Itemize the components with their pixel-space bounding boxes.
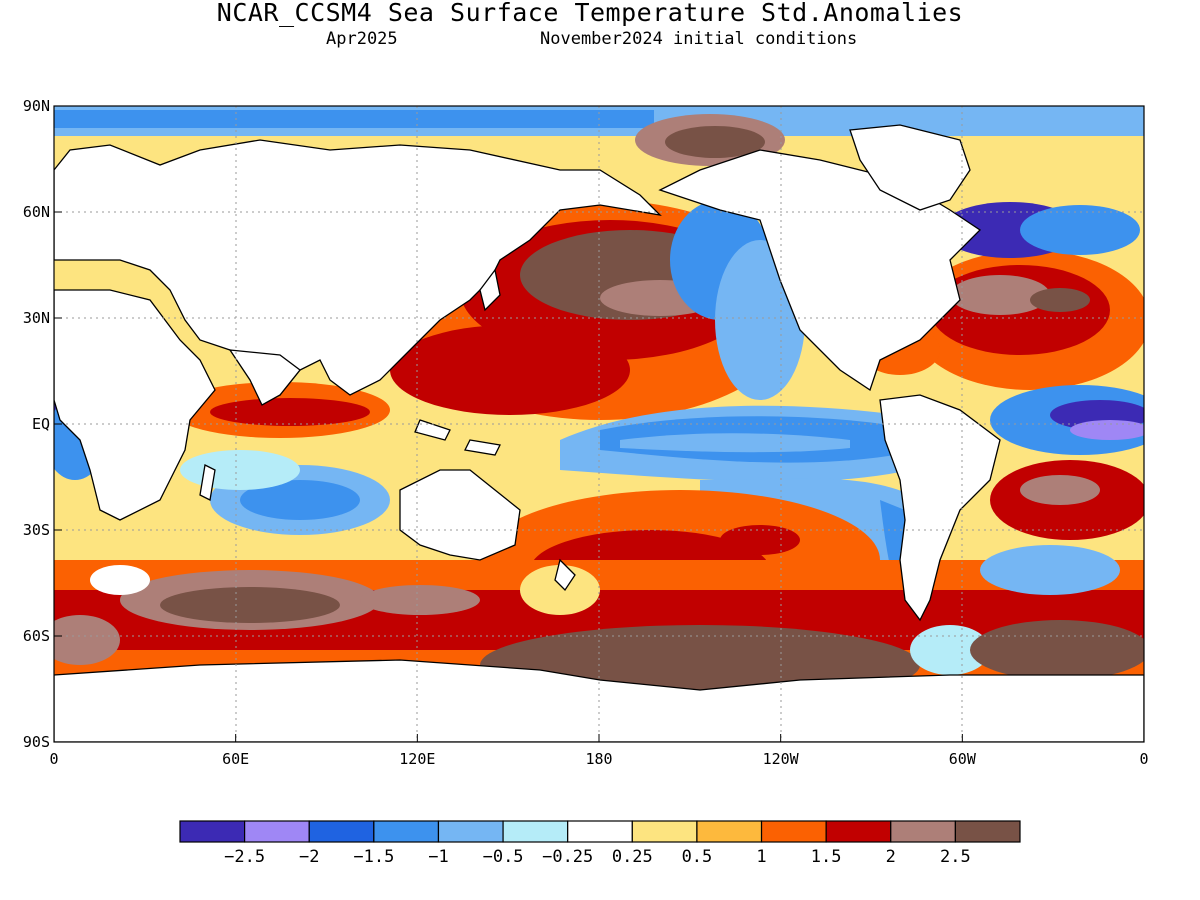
colorbar-label: −2.5 (224, 847, 265, 867)
north-atlantic-warm (860, 202, 1144, 390)
colorbar-label: 1 (756, 847, 766, 867)
colorbar-swatch (308, 820, 375, 843)
colorbar-label: 2.5 (940, 847, 971, 867)
colorbar-label: 2 (886, 847, 896, 867)
lat-tick-label: 60S (23, 627, 50, 645)
lon-tick-label: 60W (949, 750, 977, 768)
lon-tick-label: 60E (222, 750, 249, 768)
lat-tick-label: 90N (23, 97, 50, 115)
latitude-axis: 90N 60N 30N EQ 30S 60S 90S (23, 97, 62, 751)
lon-tick-label: 120E (399, 750, 435, 768)
longitude-axis: 0 60E 120E 180 120W 60W 0 (49, 734, 1149, 768)
colorbar-swatch (567, 820, 633, 843)
colorbar-swatch (825, 820, 892, 843)
colorbar-label: −1 (428, 847, 448, 867)
lat-tick-label: 30N (23, 309, 50, 327)
colorbar-swatch (631, 820, 698, 843)
lon-tick-label: 0 (1139, 750, 1148, 768)
colorbar-swatch (890, 820, 956, 843)
lat-tick-label: EQ (32, 415, 50, 433)
colorbar-label: −2 (299, 847, 319, 867)
valid-month-label: Apr2025 (326, 29, 398, 49)
colorbar-swatch (244, 820, 310, 843)
colorbar-label: −1.5 (353, 847, 394, 867)
colorbar-swatch (502, 820, 569, 843)
colorbar-swatch (437, 820, 504, 843)
lat-tick-label: 60N (23, 203, 50, 221)
lat-tick-label: 90S (23, 733, 50, 751)
colorbar-swatch (179, 820, 246, 843)
colorbar-label: −0.25 (542, 847, 593, 867)
colorbar-swatch (954, 820, 1021, 843)
south-atlantic (980, 460, 1144, 595)
lon-tick-label: 120W (763, 750, 800, 768)
figure-title: NCAR_CCSM4 Sea Surface Temperature Std.A… (216, 0, 964, 27)
init-conditions-label: November2024 initial conditions (540, 29, 858, 49)
colorbar-swatch (760, 820, 827, 843)
lat-tick-label: 30S (23, 521, 50, 539)
colorbar-label: 0.5 (682, 847, 713, 867)
colorbar-label: 0.25 (612, 847, 653, 867)
colorbar-label: −0.5 (483, 847, 524, 867)
colorbar-swatch (373, 820, 440, 843)
lon-tick-label: 180 (585, 750, 612, 768)
colorbar-swatch (696, 820, 763, 843)
colorbar-label: 1.5 (811, 847, 842, 867)
anomaly-field (54, 106, 1144, 742)
lon-tick-label: 0 (49, 750, 58, 768)
graticule (54, 106, 1144, 742)
colorbar: −2.5 −2 −1.5 −1 −0.5 −0.25 0.25 0.5 1 1.5 2 2.5 (179, 820, 1021, 867)
